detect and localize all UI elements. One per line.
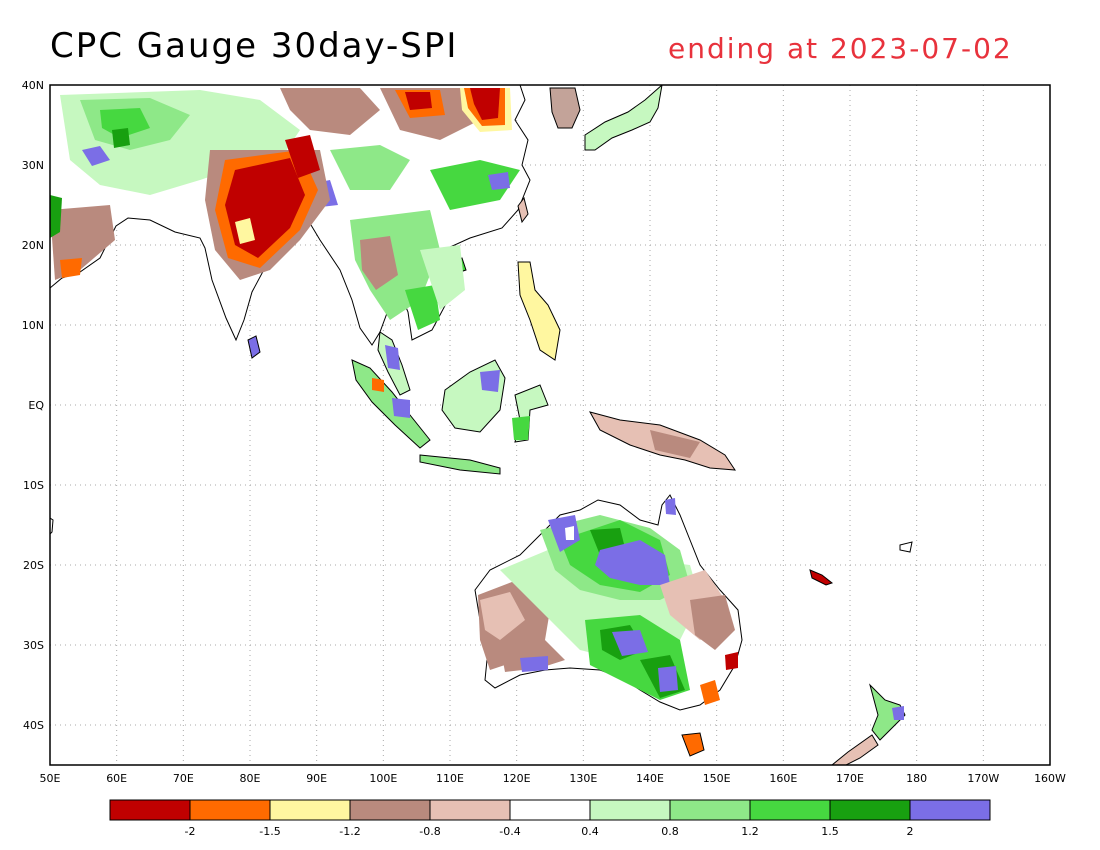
colorbar-swatch	[109, 799, 191, 821]
colorbar-tick-label: 0.4	[581, 825, 599, 838]
colorbar-swatch	[509, 799, 591, 821]
colorbar-tick-label: 1.5	[821, 825, 839, 838]
colorbar-swatch	[189, 799, 271, 821]
latitude-tick-label: 30N	[22, 159, 44, 172]
latitude-tick-label: 20N	[22, 239, 44, 252]
map-frame	[49, 84, 1051, 766]
spi-colorbar	[109, 799, 991, 821]
new-caledonia-land	[809, 569, 834, 586]
longitude-tick-label: 160W	[1034, 772, 1066, 785]
longitude-tick-label: 160E	[769, 772, 797, 785]
latitude-tick-label: 10N	[22, 319, 44, 332]
longitude-tick-label: 140E	[636, 772, 664, 785]
longitude-tick-label: 130E	[569, 772, 597, 785]
longitude-tick-label: 90E	[306, 772, 327, 785]
colorbar-tick-label: 2	[907, 825, 914, 838]
colorbar-swatch	[749, 799, 831, 821]
longitude-tick-label: 60E	[106, 772, 127, 785]
tasmania-land	[681, 732, 705, 757]
maritime-anomalies	[372, 345, 700, 458]
map-title: CPC Gauge 30day-SPI	[50, 26, 459, 66]
nz-north-island	[869, 683, 906, 741]
longitude-tick-label: 170W	[967, 772, 999, 785]
colorbar-swatch	[909, 799, 991, 821]
colorbar-tick-label: -1.5	[259, 825, 280, 838]
australia-anomalies	[478, 498, 738, 705]
korea-land	[549, 87, 581, 129]
colorbar-tick-label: -1.2	[339, 825, 360, 838]
map-date-subtitle: ending at 2023-07-02	[668, 32, 1013, 65]
longitude-tick-label: 180	[906, 772, 927, 785]
latitude-tick-label: 40N	[22, 79, 44, 92]
colorbar-tick-label: 0.8	[661, 825, 679, 838]
latitude-tick-label: 40S	[23, 719, 44, 732]
java-land	[419, 454, 501, 475]
colorbar-swatch	[349, 799, 431, 821]
latitude-tick-label: EQ	[28, 399, 44, 412]
latitude-tick-label: 20S	[23, 559, 44, 572]
longitude-tick-label: 80E	[240, 772, 261, 785]
longitude-tick-label: 150E	[703, 772, 731, 785]
colorbar-swatch	[269, 799, 351, 821]
philippines-land	[517, 261, 561, 361]
latitude-tick-label: 10S	[23, 479, 44, 492]
longitude-tick-label: 110E	[436, 772, 464, 785]
asia-anomalies	[50, 88, 520, 330]
colorbar-swatch	[429, 799, 511, 821]
colorbar-tick-label: 1.2	[741, 825, 759, 838]
colorbar-tick-label: -0.4	[499, 825, 520, 838]
taiwan-land	[517, 196, 529, 224]
nz-south-island	[831, 734, 879, 765]
longitude-tick-label: 70E	[173, 772, 194, 785]
srilanka-land	[247, 335, 261, 359]
longitude-tick-label: 100E	[369, 772, 397, 785]
nz-anomaly	[892, 706, 904, 720]
longitude-tick-label: 120E	[503, 772, 531, 785]
longitude-tick-label: 50E	[40, 772, 61, 785]
japan-land	[584, 85, 663, 151]
colorbar-swatch	[829, 799, 911, 821]
spi-colorbar-labels: -2 -1.5 -1.2 -0.8 -0.4 0.4 0.8 1.2 1.5 2	[185, 825, 914, 838]
longitude-tick-label: 170E	[836, 772, 864, 785]
colorbar-tick-label: -0.8	[419, 825, 440, 838]
colorbar-swatch	[589, 799, 671, 821]
longitude-axis-labels: 50E 60E 70E 80E 90E 100E 110E 120E 130E 140E 150E 1…	[40, 772, 1067, 785]
latitude-tick-label: 30S	[23, 639, 44, 652]
latitude-axis-labels: 40N 30N 20N 10N EQ 10S 20S 30S 40S	[22, 79, 45, 732]
fiji-land	[899, 541, 913, 553]
colorbar-tick-label: -2	[185, 825, 196, 838]
colorbar-swatch	[669, 799, 751, 821]
